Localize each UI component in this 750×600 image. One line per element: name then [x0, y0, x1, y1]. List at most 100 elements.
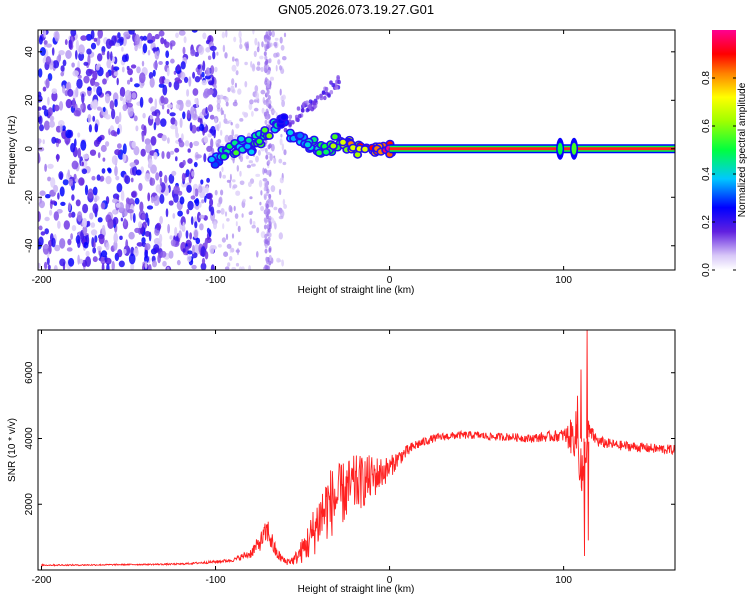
noise-speck: [38, 236, 44, 247]
noise-speck: [44, 216, 50, 222]
noise-speck: [153, 61, 158, 70]
tail-speck: [217, 202, 221, 208]
tail-speck: [262, 178, 268, 182]
noise-speck: [117, 143, 122, 149]
colorbar-label: Normalized spectral amplitude: [737, 82, 748, 217]
noise-speck: [159, 177, 163, 185]
noise-speck: [75, 178, 79, 183]
noise-speck: [81, 168, 88, 175]
noise-speck: [142, 35, 148, 41]
noise-speck: [88, 69, 94, 74]
noise-speck: [77, 132, 81, 138]
noise-speck: [43, 109, 49, 117]
noise-speck: [176, 64, 181, 72]
feature-core: [209, 157, 215, 162]
tail-speck: [280, 44, 285, 51]
noise-speck: [165, 50, 170, 58]
noise-speck: [57, 192, 60, 200]
noise-speck: [42, 86, 47, 92]
noise-speck: [39, 196, 42, 204]
noise-speck: [175, 103, 181, 110]
streak-speck: [267, 209, 271, 214]
noise-speck: [149, 177, 156, 186]
noise-speck: [194, 229, 198, 239]
tail-speck: [244, 81, 248, 88]
tail-speck: [231, 78, 235, 86]
tail-speck: [273, 157, 277, 164]
noise-speck: [94, 123, 99, 133]
noise-speck: [127, 68, 133, 76]
tail-speck: [273, 41, 278, 47]
tail-speck: [230, 122, 233, 126]
noise-speck: [203, 153, 207, 163]
streak-speck: [266, 214, 269, 220]
noise-speck: [207, 55, 212, 61]
noise-speck: [100, 202, 106, 210]
noise-speck: [39, 47, 46, 56]
noise-speck: [38, 115, 43, 125]
streak-speck: [266, 224, 270, 230]
tail-speck: [241, 213, 244, 218]
noise-speck: [190, 195, 196, 200]
tail-speck: [237, 225, 241, 233]
noise-speck: [115, 202, 121, 208]
tail-speck: [283, 32, 287, 38]
noise-speck: [68, 39, 73, 50]
noise-speck: [63, 220, 70, 230]
feature-core: [212, 162, 218, 168]
tail-speck: [237, 247, 239, 256]
tail-speck: [226, 179, 231, 183]
noise-speck: [185, 246, 189, 256]
noise-speck: [181, 181, 187, 188]
noise-speck: [65, 98, 73, 109]
tail-speck: [279, 65, 282, 71]
noise-speck: [52, 60, 60, 69]
noise-speck: [201, 71, 205, 78]
x-tick-label: 100: [555, 575, 572, 586]
tail-speck: [223, 113, 226, 119]
noise-speck: [45, 43, 53, 48]
noise-speck: [191, 124, 197, 134]
noise-speck: [105, 71, 110, 78]
noise-speck: [92, 203, 99, 214]
tail-speck: [235, 123, 240, 129]
tail-speck: [281, 259, 284, 267]
tail-speck: [238, 266, 243, 270]
noise-speck: [109, 100, 115, 110]
noise-speck: [104, 93, 111, 104]
noise-speck: [155, 222, 162, 231]
noise-speck: [117, 32, 121, 39]
tail-speck: [235, 190, 241, 196]
noise-speck: [207, 104, 214, 113]
noise-speck: [105, 114, 111, 120]
noise-speck: [106, 50, 110, 61]
noise-speck: [82, 217, 88, 228]
tail-speck: [225, 101, 229, 107]
noise-speck: [92, 186, 98, 196]
noise-speck: [99, 175, 105, 182]
noise-speck: [38, 36, 43, 45]
noise-speck: [148, 158, 153, 168]
x-tick-label: 100: [555, 275, 572, 286]
noise-speck: [111, 155, 118, 165]
noise-speck: [160, 250, 167, 258]
noise-speck: [150, 164, 157, 174]
noise-speck: [57, 138, 62, 144]
noise-speck: [197, 64, 202, 70]
noise-speck: [49, 120, 55, 128]
streak-speck: [268, 58, 272, 64]
noise-speck: [175, 156, 178, 162]
noise-speck: [76, 78, 83, 89]
tail-speck: [224, 120, 230, 125]
tail-speck: [216, 98, 221, 105]
noise-speck: [209, 45, 217, 52]
tail-speck: [232, 179, 236, 183]
noise-speck: [135, 169, 142, 176]
noise-speck: [209, 114, 215, 120]
noise-speck: [177, 210, 183, 217]
noise-speck: [41, 105, 47, 111]
streak-speck: [265, 181, 268, 187]
feature-core: [266, 133, 273, 139]
feature-core: [262, 127, 268, 133]
tail-speck: [252, 221, 256, 226]
